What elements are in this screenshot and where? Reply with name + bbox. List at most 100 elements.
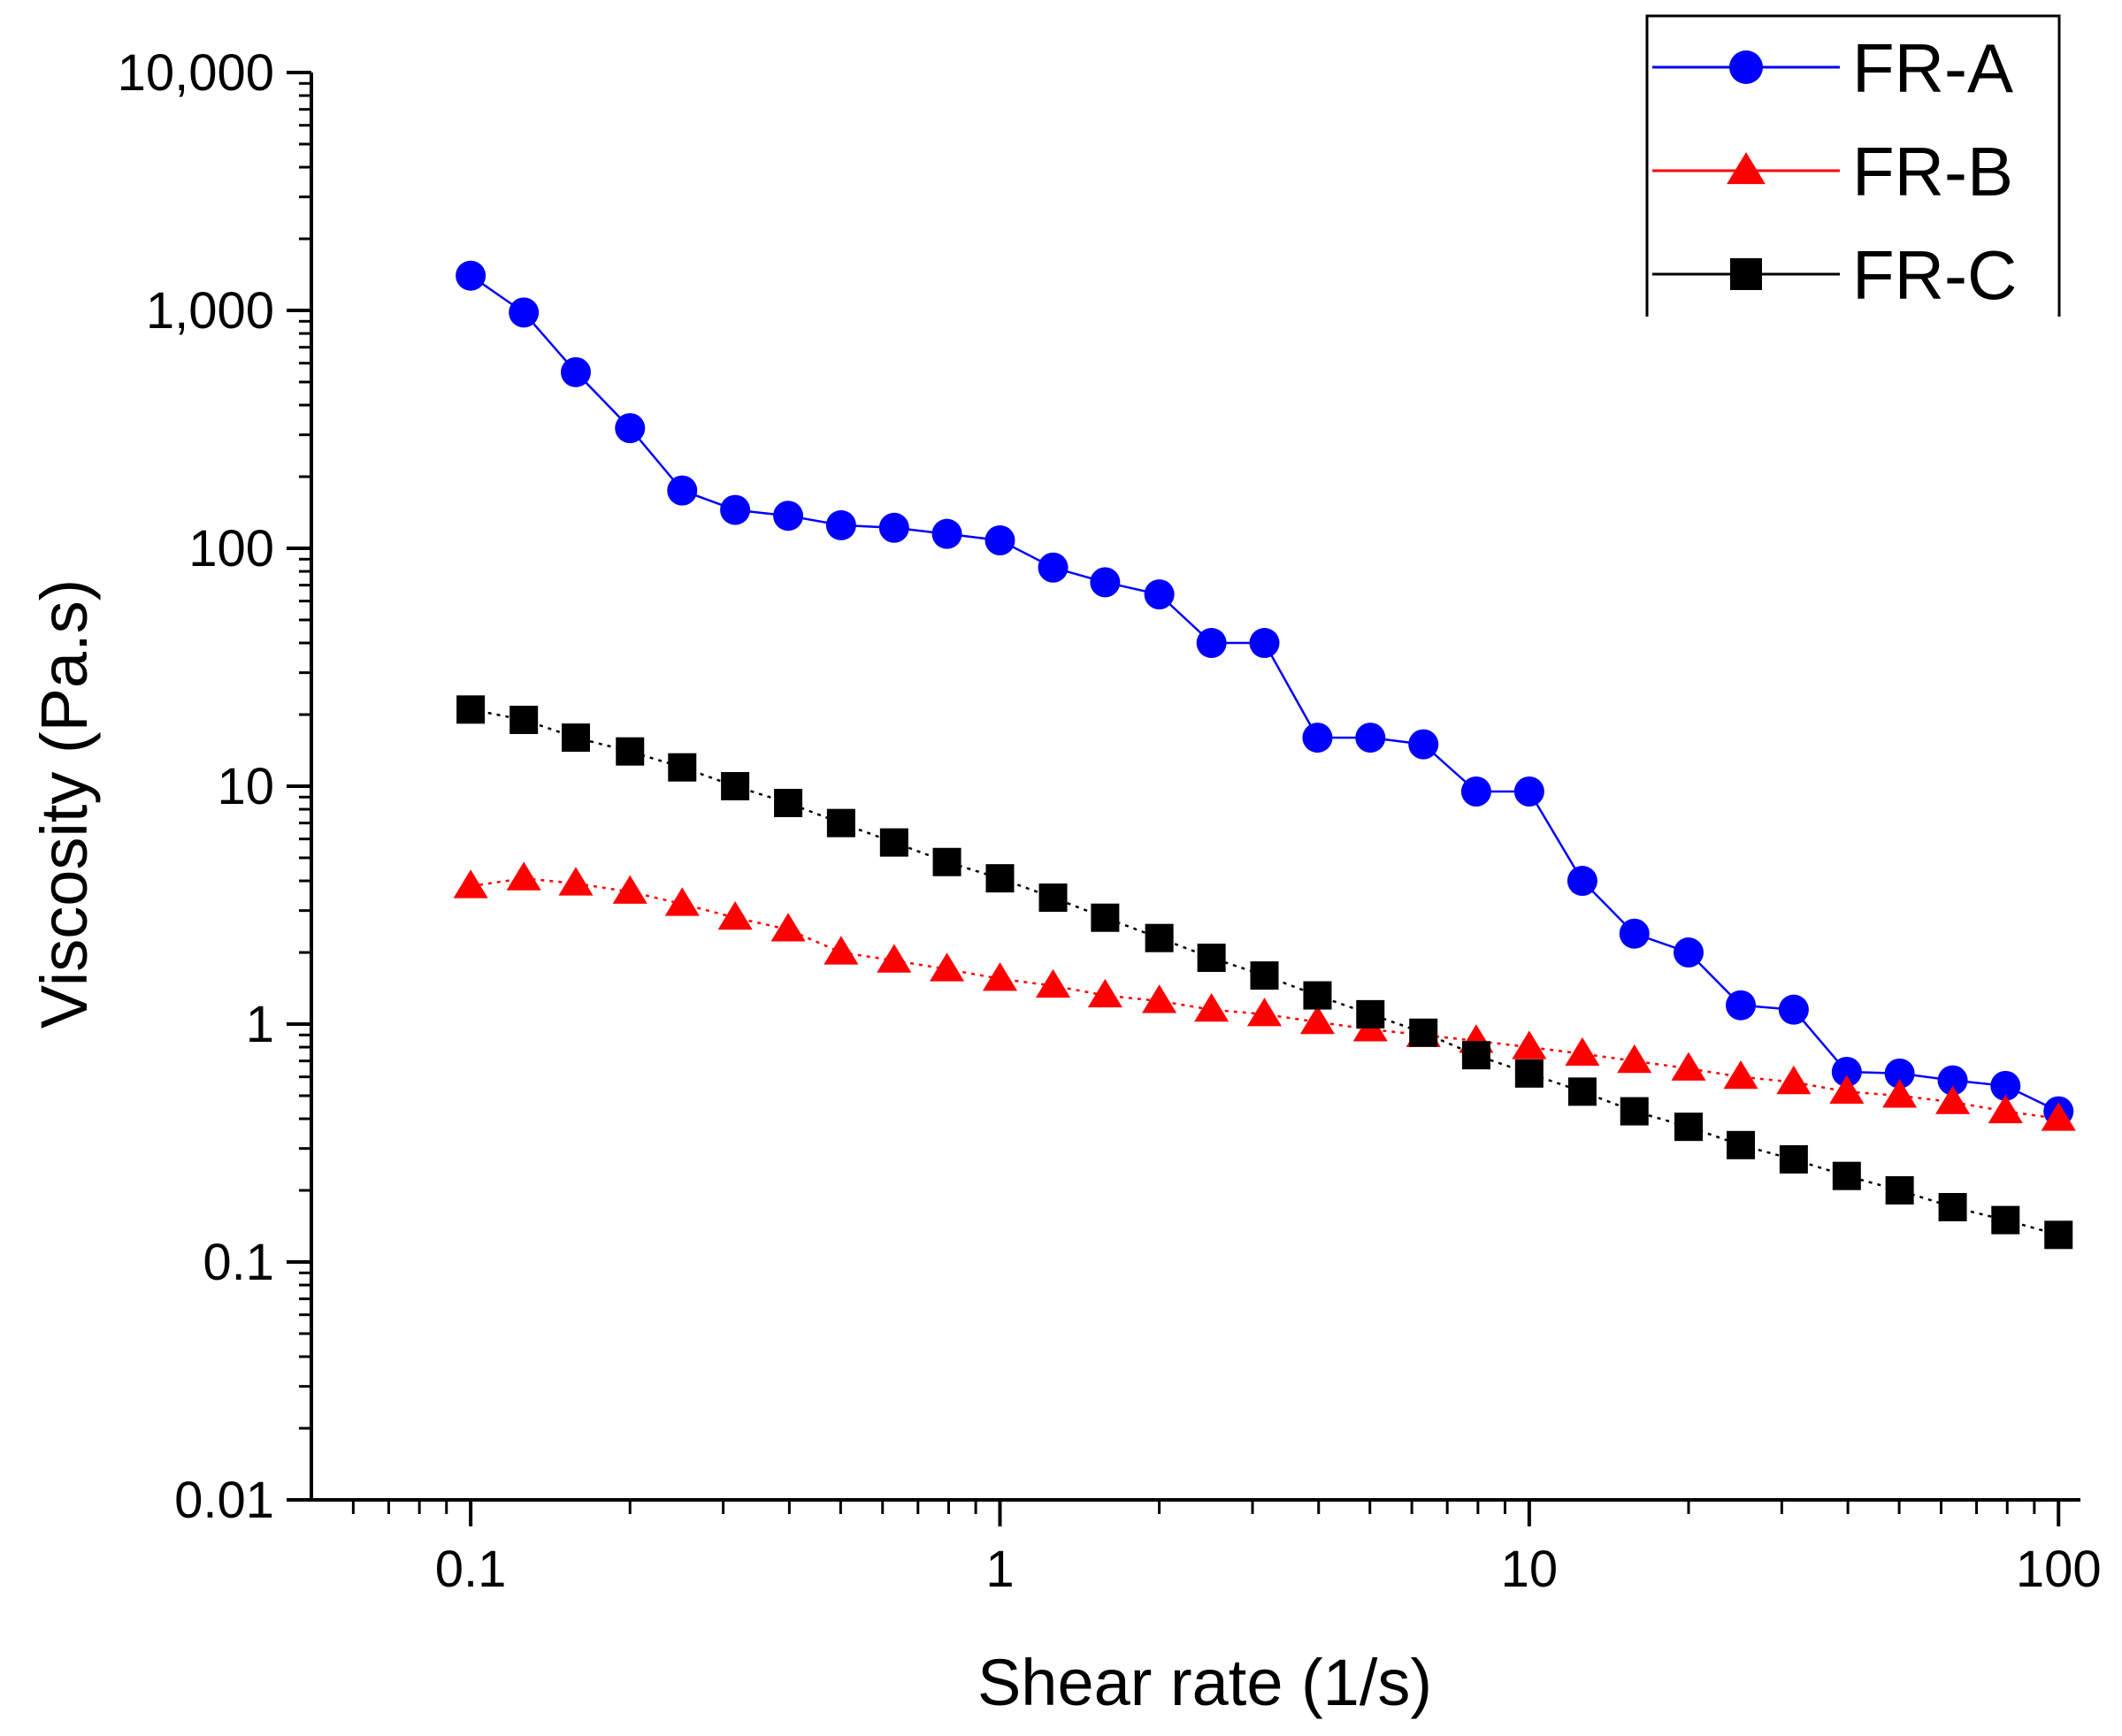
data-point-fr-b	[1723, 1059, 1758, 1090]
data-point-fr-b	[1087, 978, 1122, 1008]
data-point-fr-b	[1036, 968, 1071, 998]
legend-label-fr-a: FR-A	[1852, 29, 2013, 107]
data-point-fr-a	[1673, 937, 1704, 968]
data-point-fr-c	[1567, 1077, 1597, 1106]
data-point-fr-a	[1302, 723, 1333, 753]
data-point-fr-a	[1778, 994, 1809, 1025]
data-point-fr-a	[615, 413, 646, 444]
data-point-fr-a	[1990, 1070, 2021, 1101]
data-point-fr-b	[453, 869, 488, 899]
data-point-fr-b	[1882, 1079, 1918, 1108]
y-tick-label: 10	[217, 758, 274, 815]
data-point-fr-c	[1938, 1193, 1967, 1222]
data-point-fr-b	[2041, 1102, 2076, 1131]
data-point-fr-a	[1249, 628, 1280, 659]
data-point-fr-b	[717, 900, 753, 930]
y-tick-label: 100	[188, 520, 274, 577]
data-point-fr-b	[1935, 1085, 1971, 1114]
data-point-fr-c	[721, 772, 750, 800]
data-point-fr-c	[561, 723, 590, 753]
data-point-fr-c	[456, 695, 486, 724]
legend-frame	[1645, 14, 2061, 317]
data-point-fr-b	[1671, 1052, 1706, 1081]
data-point-fr-a	[1144, 579, 1175, 610]
legend-label-fr-c: FR-C	[1852, 236, 2017, 314]
legend-marker-fr-c	[1730, 258, 1762, 290]
data-point-fr-b	[1829, 1074, 1865, 1104]
data-point-fr-c	[1727, 1130, 1756, 1159]
data-point-fr-b	[1776, 1065, 1812, 1095]
data-point-fr-a	[1513, 776, 1544, 807]
data-point-fr-a	[456, 260, 486, 291]
data-point-fr-c	[1885, 1176, 1914, 1205]
data-point-fr-a	[1884, 1058, 1915, 1089]
data-point-fr-b	[664, 887, 700, 916]
y-tick-label: 0.01	[174, 1472, 274, 1529]
x-tick-label: 10	[1501, 1541, 1559, 1598]
legend-marker-fr-b	[1727, 152, 1766, 185]
data-point-fr-c	[1303, 981, 1332, 1010]
data-point-fr-c	[668, 753, 697, 782]
data-point-fr-a	[1937, 1065, 1968, 1096]
data-point-fr-a	[667, 475, 698, 506]
data-point-fr-c	[1409, 1018, 1438, 1047]
data-point-fr-c	[1620, 1097, 1649, 1126]
data-point-fr-b	[930, 952, 965, 982]
data-point-fr-a	[1619, 918, 1650, 949]
data-point-fr-c	[1250, 961, 1279, 990]
data-point-fr-c	[1674, 1113, 1703, 1142]
data-point-fr-c	[1832, 1161, 1861, 1190]
data-point-fr-b	[1299, 1005, 1335, 1035]
y-tick-label: 1	[246, 996, 274, 1053]
data-point-fr-c	[1514, 1059, 1544, 1088]
data-point-fr-c	[2044, 1220, 2073, 1250]
x-axis-title: Shear rate (1/s)	[977, 1646, 1432, 1719]
data-point-fr-c	[1461, 1041, 1490, 1070]
data-point-fr-a	[1567, 866, 1597, 897]
data-point-fr-c	[985, 864, 1015, 893]
data-point-fr-b	[1565, 1036, 1600, 1067]
data-point-fr-c	[1356, 999, 1385, 1029]
legend-marker-fr-a	[1729, 50, 1763, 84]
data-point-fr-c	[774, 788, 803, 817]
y-tick-label: 1,000	[146, 282, 274, 340]
data-point-fr-a	[1726, 990, 1757, 1021]
data-point-fr-a	[773, 501, 804, 532]
data-point-fr-b	[1988, 1094, 2023, 1124]
data-point-fr-a	[1408, 729, 1439, 760]
data-point-fr-c	[1145, 923, 1174, 952]
data-point-fr-b	[1194, 992, 1230, 1022]
data-point-fr-b	[770, 913, 806, 942]
data-point-fr-a	[1460, 776, 1491, 807]
legend-label-fr-b: FR-B	[1852, 133, 2013, 210]
data-point-fr-b	[824, 936, 859, 965]
data-point-fr-b	[1246, 998, 1283, 1027]
data-point-fr-c	[1197, 944, 1226, 973]
y-tick-label: 10,000	[118, 44, 274, 102]
data-point-fr-c	[879, 828, 908, 857]
data-point-fr-c	[1991, 1205, 2020, 1235]
data-point-fr-c	[1779, 1144, 1808, 1174]
data-point-fr-c	[509, 706, 539, 735]
data-point-fr-a	[509, 297, 540, 328]
data-point-fr-b	[1142, 984, 1177, 1013]
data-point-fr-c	[826, 808, 855, 837]
data-point-fr-a	[1196, 628, 1227, 659]
data-point-fr-b	[1617, 1044, 1652, 1074]
data-point-fr-b	[1512, 1030, 1547, 1059]
y-axis-title: Viscosity (Pa.s)	[27, 579, 101, 1029]
data-point-fr-a	[1038, 552, 1069, 583]
data-point-fr-a	[560, 356, 591, 387]
data-point-fr-c	[616, 737, 645, 766]
x-tick-label: 1	[985, 1541, 1014, 1598]
data-point-fr-a	[1831, 1056, 1862, 1087]
x-tick-label: 100	[2016, 1541, 2102, 1598]
data-point-fr-a	[1090, 567, 1121, 598]
data-point-fr-b	[982, 962, 1018, 991]
data-point-fr-c	[1091, 903, 1120, 932]
data-point-fr-c	[1038, 883, 1068, 913]
data-point-fr-a	[720, 494, 751, 525]
y-tick-label: 0.1	[203, 1234, 274, 1291]
